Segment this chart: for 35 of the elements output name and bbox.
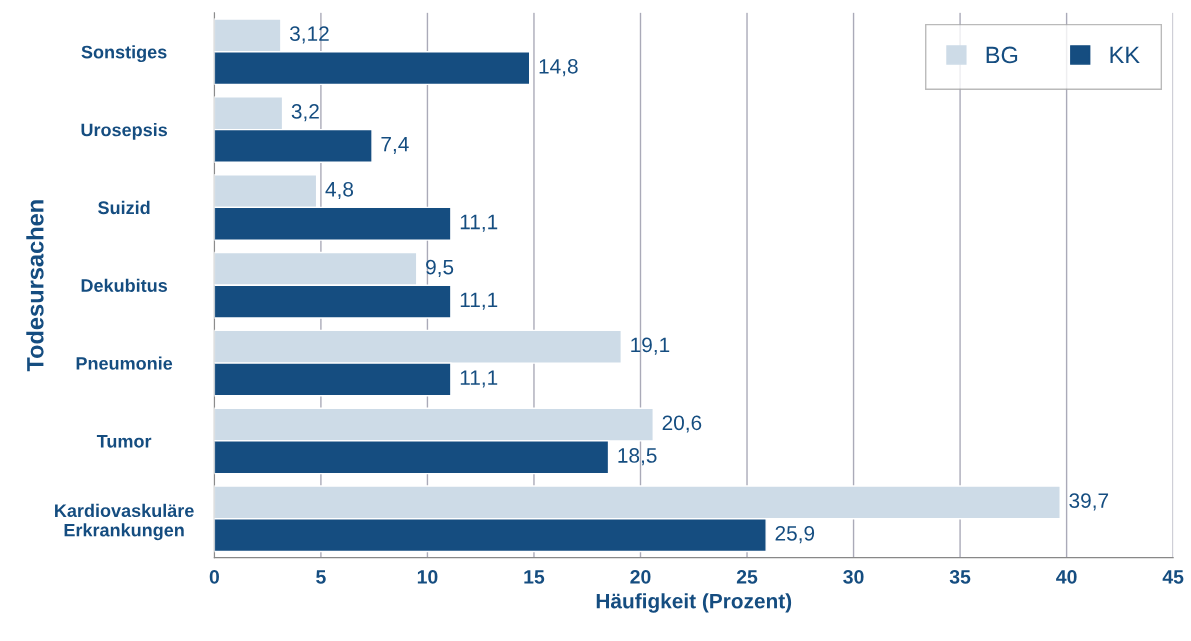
y-tick-label: Kardiovaskuläre Erkrankungen — [55, 503, 194, 541]
legend-label: KK — [1110, 46, 1140, 64]
y-tick-label: Pneumonie — [76, 356, 173, 370]
y-tick-label: Dekubitus — [81, 278, 168, 292]
y-tick-label: Urosepsis — [81, 123, 168, 140]
x-tick-label: 0 — [209, 569, 219, 584]
x-tick-label: 40 — [1056, 569, 1077, 584]
x-axis-title: Häufigkeit (Prozent) — [596, 593, 792, 613]
data-label: 19,1 — [631, 337, 670, 355]
x-tick-label: 5 — [316, 570, 326, 584]
y-axis-title: Todesursachen — [26, 200, 44, 372]
data-label: 39,7 — [1069, 493, 1109, 511]
x-tick-label: 45 — [1162, 570, 1184, 584]
data-label: 20,6 — [662, 415, 702, 433]
x-tick-label: 25 — [736, 569, 758, 584]
data-label: 14,8 — [539, 58, 578, 77]
x-tick-label: 35 — [949, 569, 971, 584]
data-label: 18,5 — [618, 448, 657, 466]
data-label: 3,2 — [291, 104, 319, 122]
data-label: 4,8 — [325, 181, 354, 200]
x-tick-label: 20 — [630, 569, 651, 584]
legend-label: BG — [986, 46, 1018, 64]
data-label: 3,12 — [289, 26, 329, 44]
y-tick-label: Tumor — [96, 435, 152, 448]
y-tick-label: Suizid — [98, 200, 150, 215]
x-tick-label: 15 — [524, 570, 545, 584]
data-label: 9,5 — [426, 259, 454, 277]
data-label: 11,1 — [460, 370, 498, 388]
data-label: 7,4 — [381, 136, 409, 154]
x-tick-label: 30 — [843, 569, 864, 584]
y-tick-label: Sonstiges — [81, 45, 167, 63]
x-tick-label: 10 — [417, 569, 438, 584]
data-label: 11,1 — [460, 214, 498, 232]
data-label: 11,1 — [460, 292, 498, 310]
data-label: 25,9 — [775, 525, 815, 544]
